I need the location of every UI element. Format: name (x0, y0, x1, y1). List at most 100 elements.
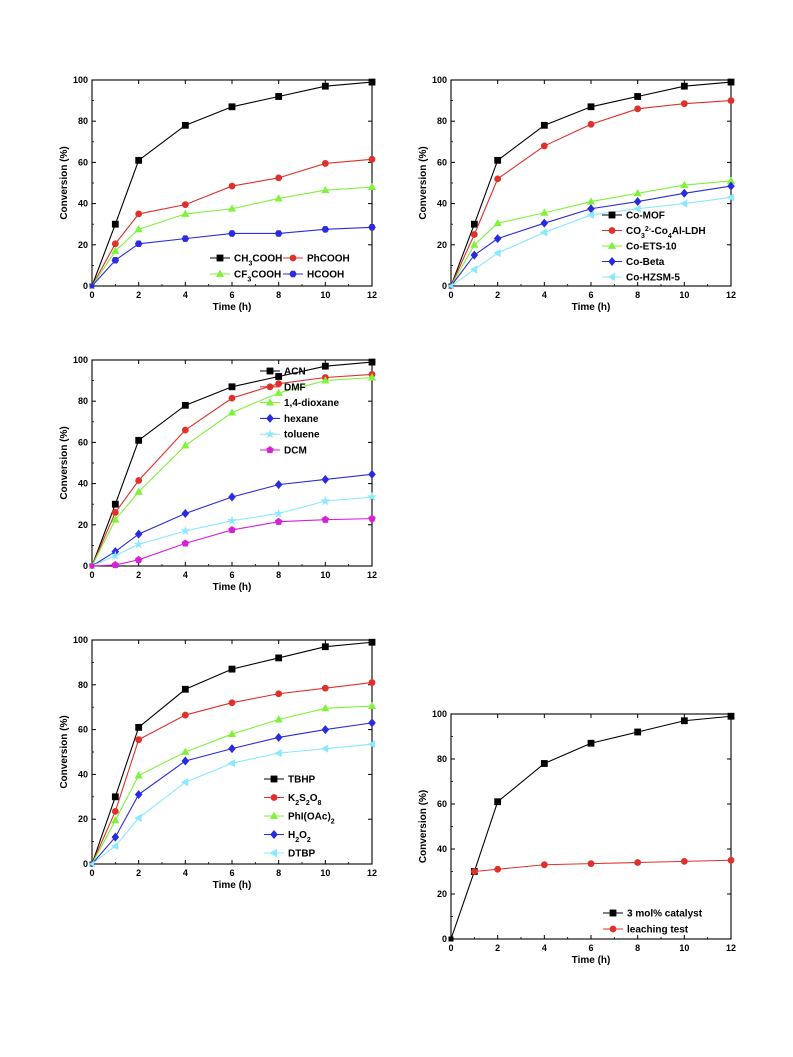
x-tick-label: 2 (136, 570, 141, 580)
series-line-phcooh (91, 158, 373, 287)
y-tick-label: 40 (78, 769, 88, 779)
x-tick-label: 10 (320, 570, 330, 580)
series-line-phi-oac-2 (91, 705, 373, 865)
data-point-hcooh (228, 230, 236, 237)
x-tick-label: 6 (588, 290, 593, 300)
y-tick-label: 60 (78, 725, 88, 735)
y-tick-label: 0 (83, 561, 88, 571)
series-line-cf3cooh (91, 186, 373, 287)
data-point-hexane (228, 492, 236, 502)
data-point-phi-oac-2 (181, 747, 190, 755)
series-co-hzsm-5 (447, 193, 734, 290)
legend-item-phcooh: PhCOOH (283, 254, 350, 265)
chart-c: 0 2 4 6 8 10 12 0 20 40 60 80 100 Time (h) Conversion … (59, 355, 377, 593)
data-point-h2o2 (228, 744, 236, 754)
legend-label-hexane: hexane (284, 414, 319, 425)
y-tick-label: 40 (437, 199, 447, 209)
x-tick-label: 0 (89, 868, 94, 878)
x-tick-label: 12 (367, 290, 377, 300)
legend-item-1-4-dioxane: 1,4-dioxane (260, 398, 339, 409)
legend-marker-phi-oac-2 (269, 811, 279, 819)
legend-marker-co-mof (608, 211, 616, 219)
data-point-toluene (227, 515, 237, 525)
data-point-3-mol-catalyst (540, 760, 548, 767)
data-point-h2o2 (368, 718, 376, 728)
data-point-co-mof (587, 103, 595, 111)
data-point-phcooh (135, 210, 143, 218)
y-tick-label: 60 (78, 437, 88, 447)
y-axis-label: Conversion (%) (59, 146, 70, 219)
x-tick-label: 2 (136, 290, 141, 300)
x-tick-label: 0 (448, 290, 453, 300)
legend-label-co-ets-10: Co-ETS-10 (626, 242, 677, 253)
series-3-mol-catalyst (448, 712, 735, 942)
legend-marker-cf3cooh (215, 269, 225, 277)
data-point-co32-co4al-ldh (587, 120, 595, 128)
data-point-1-4-dioxane (227, 408, 237, 416)
data-point-cf3cooh (134, 225, 143, 233)
x-tick-label: 10 (320, 868, 330, 878)
legend-item-leaching-test: leaching test (603, 925, 689, 936)
data-point-k2s2o8 (228, 699, 236, 707)
legend-item-hexane: hexane (260, 414, 319, 425)
data-point-dmf (228, 394, 236, 402)
y-tick-label: 20 (78, 240, 88, 250)
series-line-1-4-dioxane (91, 376, 373, 567)
y-tick-label: 80 (437, 754, 447, 764)
x-tick-label: 0 (89, 570, 94, 580)
series-line-co-beta (450, 185, 732, 287)
data-point-cf3cooh (227, 204, 237, 212)
legend-item-ch3cooh: CH3COOH (210, 254, 282, 268)
data-point-hexane (368, 469, 376, 479)
legend-label-ch3cooh: CH3COOH (234, 254, 282, 268)
x-tick-label: 4 (183, 868, 188, 878)
data-point-k2s2o8 (275, 690, 283, 698)
data-point-co-beta (727, 181, 735, 191)
x-tick-label: 4 (542, 943, 547, 953)
legend-marker-co-hzsm-5 (607, 272, 615, 282)
data-point-acn (275, 373, 283, 380)
legend-item-dmf: DMF (260, 382, 306, 393)
data-point-leaching-test (540, 861, 548, 869)
legend-label-h2o2: H2O2 (288, 830, 311, 844)
data-point-hcooh (111, 256, 120, 264)
legend-label-co32-co4al-ldh: CO32--Co4Al-LDH (626, 226, 706, 240)
data-point-dcm (228, 526, 236, 534)
data-point-dtbp (274, 749, 282, 758)
y-tick-label: 20 (437, 240, 447, 250)
x-tick-label: 8 (276, 570, 281, 580)
data-point-dcm (274, 517, 283, 525)
legend-item-h2o2: H2O2 (264, 830, 311, 844)
x-axis-label: Time (h) (213, 880, 252, 891)
data-point-co32-co4al-ldh (470, 231, 478, 238)
legend-marker-hcooh (289, 270, 297, 278)
legend-marker-1-4-dioxane (265, 398, 275, 406)
data-point-co-beta (493, 234, 502, 244)
legend-label-3-mol-catalyst: 3 mol% catalyst (627, 909, 703, 920)
legend-marker-toluene (265, 429, 275, 439)
chart-a: 0 2 4 6 8 10 12 0 20 40 60 80 100 Time (h) Conversion … (59, 75, 377, 313)
x-tick-label: 0 (89, 290, 94, 300)
series-leaching-test (470, 856, 735, 875)
data-point-co32-co4al-ldh (540, 142, 548, 150)
data-point-1-4-dioxane (181, 441, 190, 449)
data-point-tbhp (228, 665, 236, 673)
x-tick-label: 8 (635, 943, 640, 953)
y-tick-label: 100 (73, 635, 88, 645)
legend-item-dtbp: DTBP (264, 849, 316, 860)
data-point-co-hzsm-5 (726, 193, 734, 202)
data-point-h2o2 (134, 790, 143, 800)
x-tick-label: 10 (320, 290, 330, 300)
data-point-dtbp (321, 744, 329, 753)
legend-item-co-beta: Co-Beta (602, 257, 665, 268)
data-point-leaching-test (470, 868, 478, 875)
series-line-toluene (91, 496, 373, 567)
data-point-tbhp (368, 638, 376, 646)
data-point-toluene (110, 550, 121, 560)
data-point-tbhp (321, 643, 329, 651)
series-co-beta (448, 181, 735, 290)
data-point-dtbp (181, 778, 189, 787)
data-point-phcooh (368, 155, 376, 163)
data-point-co-hzsm-5 (540, 228, 548, 237)
y-axis-label: Conversion (%) (59, 715, 70, 788)
